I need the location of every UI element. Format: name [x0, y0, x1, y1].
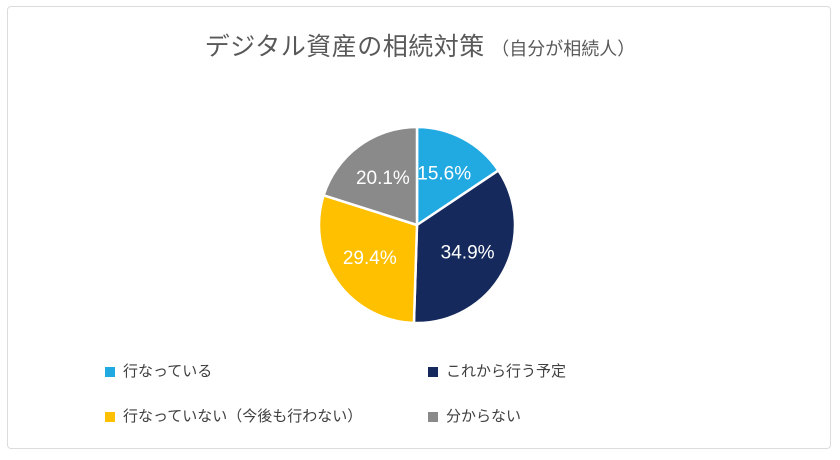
- pie-slice-2: [317, 194, 419, 325]
- pie-chart-area: 15.6% 34.9% 29.4% 20.1%: [316, 124, 518, 326]
- legend-swatch-1: [428, 367, 438, 377]
- pie-slice-1: [412, 169, 517, 325]
- legend-swatch-3: [428, 412, 438, 422]
- chart-title-sub: （自分が相続人）: [491, 39, 636, 59]
- legend-item-3: 分からない: [428, 406, 566, 428]
- pie-data-label-0: 15.6%: [417, 164, 471, 185]
- legend-label-0: 行なっている: [123, 363, 213, 380]
- pie-data-label-2: 29.4%: [343, 248, 397, 269]
- legend-swatch-0: [105, 367, 115, 377]
- legend-item-1: これから行う予定: [428, 361, 566, 383]
- pie-slice-3: [322, 125, 419, 227]
- legend-label-3: 分からない: [446, 408, 522, 425]
- legend: 行なっている これから行う予定 行なっていない（今後も行わない） 分からない: [105, 361, 566, 428]
- chart-title: デジタル資産の相続対策 （自分が相続人）: [0, 27, 840, 63]
- pie-slice-0: [415, 125, 500, 227]
- legend-label-2: 行なっていない（今後も行わない）: [123, 408, 363, 425]
- chart-title-main: デジタル資産の相続対策: [204, 33, 485, 61]
- pie-chart: 15.6% 34.9% 29.4% 20.1%: [317, 125, 517, 325]
- legend-swatch-2: [105, 412, 115, 422]
- pie-data-label-1: 34.9%: [441, 243, 495, 264]
- legend-item-0: 行なっている: [105, 361, 428, 383]
- legend-label-1: これから行う予定: [446, 363, 567, 380]
- legend-item-2: 行なっていない（今後も行わない）: [105, 406, 428, 428]
- pie-data-label-3: 20.1%: [356, 168, 410, 189]
